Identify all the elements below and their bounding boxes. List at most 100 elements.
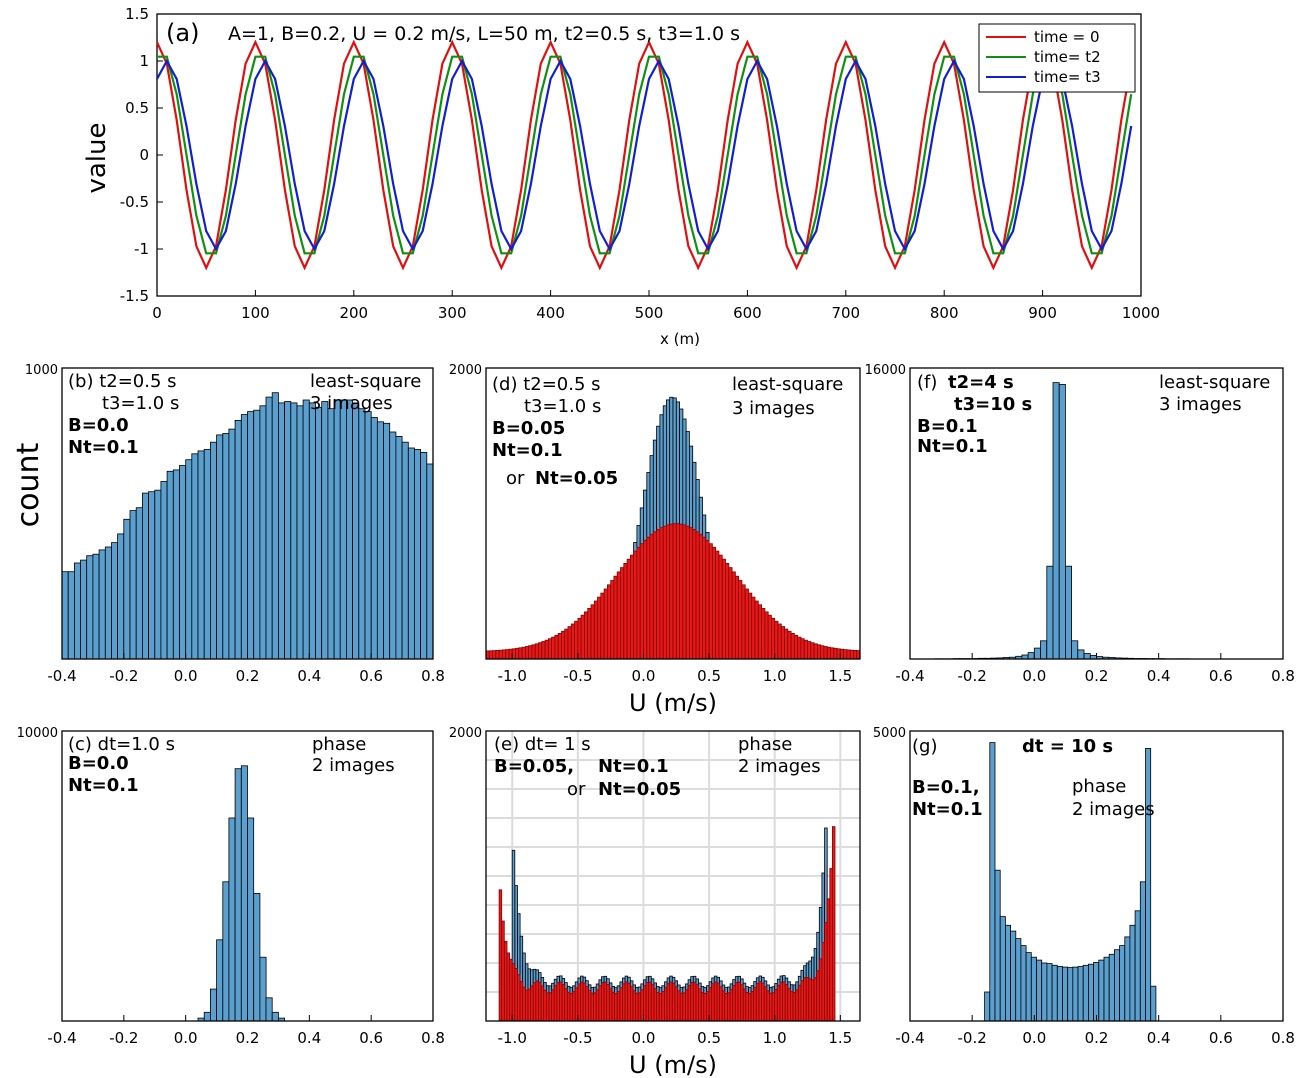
histogram-bar xyxy=(734,982,739,1022)
x-tick-label: 0.8 xyxy=(1271,1029,1295,1047)
histogram-bar xyxy=(308,402,316,660)
annotation-text: B=0.05, xyxy=(494,756,574,777)
histogram-bar xyxy=(590,604,595,660)
histogram-bar xyxy=(807,641,812,660)
histogram-bar xyxy=(401,441,409,660)
x-tick-label: 0.8 xyxy=(421,1029,445,1047)
histogram-bar xyxy=(811,979,815,1022)
histogram-bar xyxy=(1040,640,1048,660)
x-tick-label: 0.5 xyxy=(697,1029,721,1047)
histogram-bar xyxy=(585,986,589,1022)
annotation-text: 2 images xyxy=(738,756,821,777)
histogram-bar xyxy=(738,580,743,660)
annotation-text: Nt=0.05 xyxy=(598,779,681,800)
histogram-bar xyxy=(364,411,372,660)
x-tick-label: 0.4 xyxy=(1147,667,1171,685)
histogram-bar xyxy=(1083,653,1091,660)
histogram-bar xyxy=(1041,962,1048,1022)
histogram-bar xyxy=(708,543,713,660)
annotation-text: t3=1.0 s xyxy=(102,393,179,414)
legend-entry-label: time= t2 xyxy=(1034,48,1101,66)
x-tick-label: 1.5 xyxy=(828,1029,852,1047)
histogram-bar xyxy=(129,510,137,660)
histogram-bar xyxy=(623,563,628,660)
histogram-bar xyxy=(80,559,88,660)
histogram-bar xyxy=(713,981,718,1022)
x-tick-label: -0.4 xyxy=(47,1029,76,1047)
histogram-bar xyxy=(333,399,341,660)
x-tick-label: 900 xyxy=(1028,304,1057,322)
histogram-bar xyxy=(1051,964,1058,1022)
histogram-bar xyxy=(265,396,273,660)
histogram-bar xyxy=(603,588,608,660)
y-top-label: 5000 xyxy=(873,726,906,741)
annotation-text: (f) xyxy=(917,372,937,393)
x-tick-label: 1.0 xyxy=(763,667,787,685)
histogram-bar xyxy=(531,644,536,660)
histogram-bar xyxy=(1005,924,1012,1022)
histogram-bar xyxy=(803,639,808,660)
y-top-label: 16000 xyxy=(865,363,906,378)
legend-entries: time = 0 time= t2 time= t3 xyxy=(986,28,1101,86)
histogram-bar xyxy=(216,434,224,660)
histogram-bar xyxy=(607,584,612,660)
histogram-bar xyxy=(761,608,766,660)
panel-g-histogram: -0.4 -0.2 0.0 0.2 0.4 0.6 0.8 5000 (g) dt = 10 s B… xyxy=(873,726,1295,1047)
histogram-bar xyxy=(666,524,671,660)
histogram-bar xyxy=(290,402,298,660)
histogram-bar xyxy=(1052,382,1060,660)
histogram-bar xyxy=(135,507,143,660)
histogram-bar xyxy=(826,646,831,660)
plot-frame xyxy=(485,367,861,660)
histogram-bar xyxy=(228,817,236,1022)
histogram-bar xyxy=(682,992,686,1022)
annotation-text: (d) t2=0.5 s xyxy=(492,374,601,395)
x-tick-label: 0.4 xyxy=(297,667,321,685)
histogram-bar xyxy=(984,991,991,1022)
annotation-text: 3 images xyxy=(310,393,393,414)
histogram-bar xyxy=(800,980,804,1022)
x-tick-label: 0.0 xyxy=(1022,667,1046,685)
histogram-bar xyxy=(543,989,547,1022)
plot-frame xyxy=(485,730,861,1022)
annotation-text: Nt=0.1 xyxy=(917,436,988,457)
annotation-text: t3=10 s xyxy=(954,394,1032,415)
annotation-text: (b) t2=0.5 s xyxy=(68,371,177,392)
histogram-bar xyxy=(141,492,149,660)
histogram-bar xyxy=(1150,985,1157,1022)
histogram-bar xyxy=(160,481,168,660)
annotation-text: B=0.05 xyxy=(492,418,565,439)
histogram-bar xyxy=(794,634,799,660)
histogram-bar xyxy=(1046,565,1054,660)
histogram-bar xyxy=(813,643,818,660)
histogram-bar xyxy=(766,990,770,1022)
histogram-bar xyxy=(741,584,746,660)
histogram-bar xyxy=(234,768,242,1022)
histogram-bar xyxy=(1072,966,1079,1022)
histogram-bar xyxy=(659,527,664,660)
histogram-bar xyxy=(734,575,739,660)
histogram-bar xyxy=(553,985,558,1022)
histogram-bar xyxy=(259,405,267,660)
x-tick-label: 0.4 xyxy=(1147,1029,1171,1047)
histogram-bar xyxy=(800,638,805,660)
histogram-bar xyxy=(383,422,391,660)
x-tick-label: -1.0 xyxy=(498,1029,527,1047)
histogram-bar xyxy=(370,417,378,660)
histogram-bar xyxy=(1098,959,1105,1022)
histogram-bar xyxy=(721,558,726,660)
histogram-bar xyxy=(389,431,397,660)
x-tick-label: 0.8 xyxy=(1271,667,1295,685)
shared-ylabel-count: count xyxy=(11,442,46,527)
histogram-bar xyxy=(790,991,794,1022)
histogram-bar xyxy=(528,645,533,660)
histogram-bar xyxy=(703,993,707,1022)
x-tick-label: 0.2 xyxy=(236,667,260,685)
histogram-bar xyxy=(1033,647,1041,660)
histogram-bar xyxy=(649,533,654,660)
histogram-bar xyxy=(620,567,625,660)
annotation-text: Nt=0.1 xyxy=(68,437,139,458)
panel-a-series-group xyxy=(155,39,1133,271)
histogram-bar xyxy=(111,542,119,660)
histogram-bar xyxy=(222,881,230,1022)
